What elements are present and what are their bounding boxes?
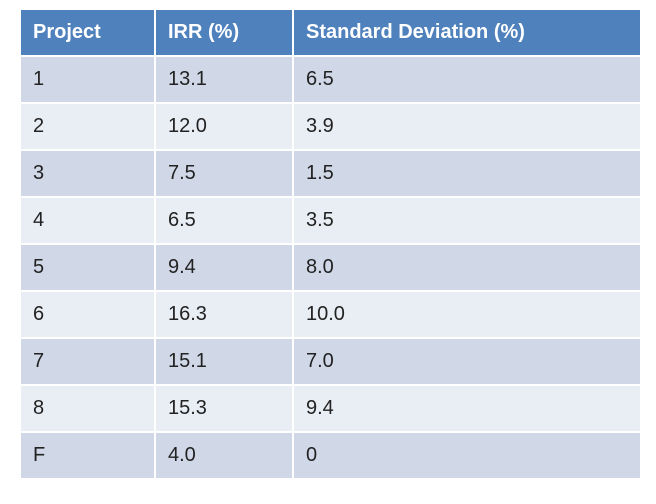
table-row: 4 6.5 3.5 <box>19 196 642 245</box>
cell-project: 5 <box>19 243 156 292</box>
cell-project: 4 <box>19 196 156 245</box>
cell-irr: 15.1 <box>154 337 294 386</box>
table-row: 1 13.1 6.5 <box>19 55 642 104</box>
cell-standard-deviation: 0 <box>292 431 642 480</box>
cell-standard-deviation: 10.0 <box>292 290 642 339</box>
header-standard-deviation: Standard Deviation (%) <box>292 8 642 57</box>
cell-irr: 7.5 <box>154 149 294 198</box>
header-project: Project <box>19 8 156 57</box>
table-row: 3 7.5 1.5 <box>19 149 642 198</box>
table-row: 2 12.0 3.9 <box>19 102 642 151</box>
cell-standard-deviation: 8.0 <box>292 243 642 292</box>
cell-project: F <box>19 431 156 480</box>
cell-standard-deviation: 7.0 <box>292 337 642 386</box>
cell-project: 8 <box>19 384 156 433</box>
cell-standard-deviation: 3.5 <box>292 196 642 245</box>
cell-project: 6 <box>19 290 156 339</box>
table-row: 5 9.4 8.0 <box>19 243 642 292</box>
data-table: Project IRR (%) Standard Deviation (%) 1… <box>19 8 642 480</box>
cell-irr: 6.5 <box>154 196 294 245</box>
cell-irr: 13.1 <box>154 55 294 104</box>
cell-project: 2 <box>19 102 156 151</box>
cell-project: 7 <box>19 337 156 386</box>
table-row: 8 15.3 9.4 <box>19 384 642 433</box>
header-row: Project IRR (%) Standard Deviation (%) <box>19 8 642 57</box>
cell-irr: 16.3 <box>154 290 294 339</box>
table-row: F 4.0 0 <box>19 431 642 480</box>
header-irr: IRR (%) <box>154 8 294 57</box>
cell-project: 3 <box>19 149 156 198</box>
cell-standard-deviation: 1.5 <box>292 149 642 198</box>
cell-standard-deviation: 9.4 <box>292 384 642 433</box>
cell-standard-deviation: 6.5 <box>292 55 642 104</box>
cell-irr: 9.4 <box>154 243 294 292</box>
table-row: 7 15.1 7.0 <box>19 337 642 386</box>
cell-project: 1 <box>19 55 156 104</box>
cell-standard-deviation: 3.9 <box>292 102 642 151</box>
cell-irr: 12.0 <box>154 102 294 151</box>
cell-irr: 4.0 <box>154 431 294 480</box>
cell-irr: 15.3 <box>154 384 294 433</box>
table-row: 6 16.3 10.0 <box>19 290 642 339</box>
